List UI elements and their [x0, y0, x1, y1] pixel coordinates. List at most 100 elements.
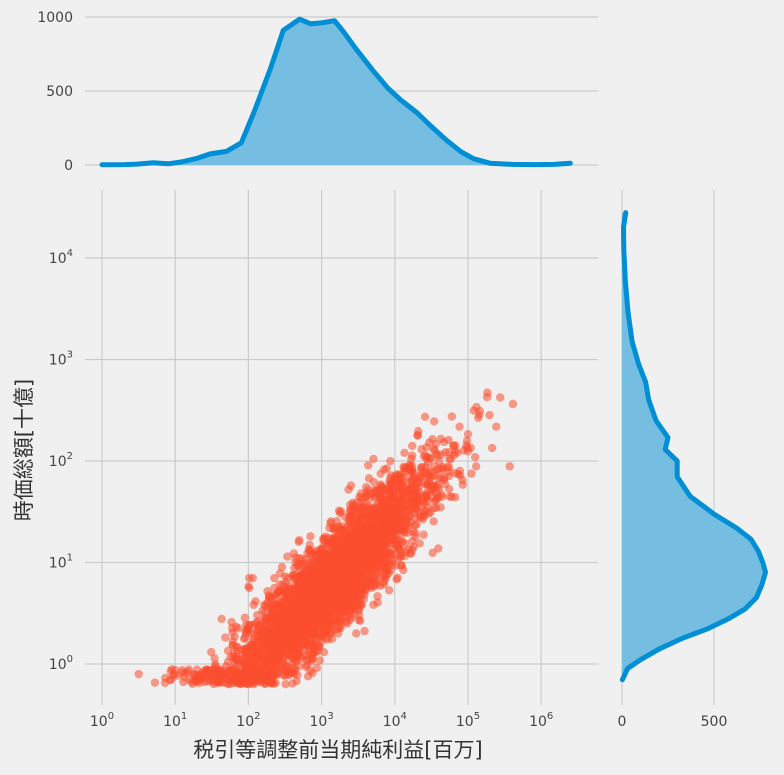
scatter-point — [246, 676, 256, 685]
scatter-point — [346, 557, 356, 566]
scatter-point — [330, 588, 339, 597]
scatter-point — [496, 393, 505, 402]
x-tick-label: 100 — [90, 711, 114, 730]
scatter-point — [391, 475, 401, 484]
scatter-point — [230, 632, 239, 641]
scatter-point — [312, 579, 321, 588]
scatter-point — [275, 610, 285, 619]
scatter-point — [358, 557, 367, 566]
scatter-point — [384, 586, 394, 595]
scatter-point — [227, 664, 237, 673]
scatter-point — [453, 469, 463, 479]
scatter-point — [394, 553, 403, 563]
scatter-point — [270, 573, 279, 583]
scatter-point — [352, 547, 361, 556]
scatter-point — [361, 492, 371, 502]
scatter-point — [272, 626, 282, 635]
scatter-point — [330, 524, 339, 534]
scatter-point — [383, 487, 392, 496]
scatter-point — [301, 555, 310, 564]
scatter-point — [265, 670, 275, 679]
scatter-point — [398, 498, 408, 507]
scatter-point — [342, 551, 351, 560]
scatter-point — [352, 577, 361, 586]
scatter-point — [179, 677, 188, 687]
scatter-point — [462, 436, 472, 445]
scatter-point — [426, 485, 436, 494]
scatter-point — [264, 676, 274, 686]
scatter-point — [344, 521, 353, 530]
scatter-point — [260, 608, 270, 617]
scatter-point — [266, 594, 275, 604]
scatter-point — [217, 614, 226, 624]
scatter-point — [306, 532, 315, 541]
scatter-point — [305, 637, 314, 646]
scatter-point — [370, 536, 380, 545]
scatter-point — [485, 410, 494, 420]
y-axis-label: 時価総額[十億] — [12, 379, 36, 521]
scatter-point — [315, 656, 325, 665]
scatter-point — [245, 668, 254, 677]
scatter-point — [436, 450, 446, 459]
scatter-point — [408, 441, 417, 451]
scatter-point — [398, 537, 407, 547]
scatter-point — [240, 613, 250, 622]
scatter-point — [398, 478, 407, 487]
scatter-point — [184, 665, 193, 674]
scatter-point — [327, 634, 337, 644]
scatter-point — [275, 598, 284, 607]
scatter-point — [406, 463, 415, 473]
scatter-point — [360, 577, 370, 586]
scatter-point — [392, 533, 401, 542]
scatter-point — [357, 518, 366, 528]
scatter-point — [472, 402, 481, 412]
scatter-point — [295, 605, 305, 614]
scatter-point — [261, 631, 270, 641]
scatter-point — [385, 525, 395, 535]
scatter-point — [269, 632, 278, 642]
scatter-point — [238, 654, 247, 663]
kde-line — [619, 210, 768, 683]
scatter-point — [275, 641, 284, 650]
scatter-point — [331, 568, 340, 578]
scatter-point — [428, 434, 437, 444]
scatter-point — [381, 563, 390, 572]
y-tick-label: 103 — [49, 350, 73, 369]
scatter-point — [281, 680, 290, 689]
scatter-point — [373, 592, 382, 601]
top-marginal-tick-label: 500 — [46, 84, 73, 100]
scatter-point — [262, 649, 271, 659]
scatter-point — [280, 671, 289, 680]
scatter-point — [429, 417, 439, 426]
scatter-point — [344, 600, 353, 609]
scatter-point — [407, 454, 416, 464]
scatter-point — [492, 422, 501, 431]
scatter-point — [285, 582, 294, 591]
scatter-point — [287, 634, 297, 644]
right-marginal-tick-label: 500 — [701, 714, 728, 730]
scatter-point — [269, 655, 278, 665]
scatter-point — [367, 556, 377, 565]
scatter-point — [292, 614, 301, 623]
top-marginal-kde — [99, 16, 573, 168]
scatter-point — [277, 585, 286, 594]
scatter-point — [421, 451, 430, 460]
scatter-point — [277, 562, 287, 572]
scatter-point — [354, 606, 363, 616]
scatter-point — [234, 678, 243, 687]
scatter-point — [399, 462, 408, 472]
scatter-point — [428, 548, 437, 558]
scatter-point — [336, 540, 345, 549]
scatter-point — [430, 496, 440, 505]
scatter-point — [292, 676, 301, 686]
scatter-point — [315, 642, 324, 652]
x-tick-label: 101 — [163, 711, 187, 730]
scatter-point — [233, 642, 242, 652]
scatter-point — [390, 493, 399, 502]
x-tick-label: 102 — [236, 711, 260, 730]
scatter-point — [244, 582, 253, 591]
right-marginal-tick-label: 0 — [618, 714, 627, 730]
scatter-point — [471, 462, 481, 471]
scatter-point — [385, 477, 394, 486]
x-tick-label: 103 — [309, 711, 333, 730]
